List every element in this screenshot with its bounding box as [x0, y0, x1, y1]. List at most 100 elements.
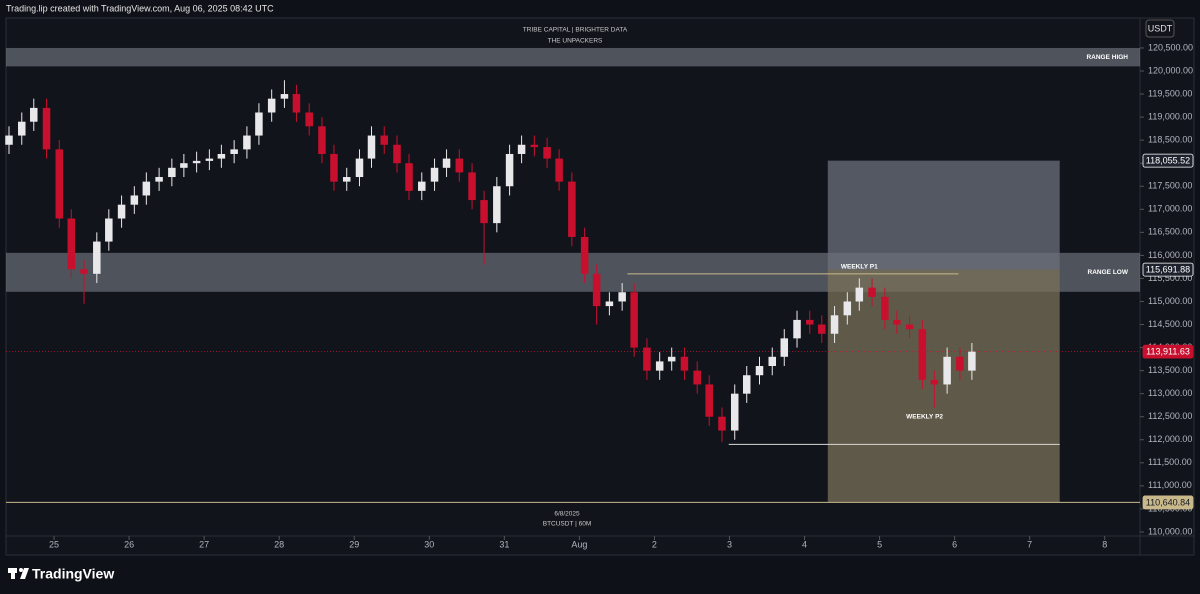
candle-body: [355, 158, 364, 178]
candle-body: [918, 329, 927, 380]
y-tick-label: 113,500.00: [1148, 365, 1192, 375]
candle-body: [130, 195, 139, 205]
symbol-label: BTCUSDT | 60M: [543, 521, 592, 528]
price-tag: [1142, 153, 1194, 168]
candle-body: [455, 158, 464, 173]
candle-body: [280, 94, 289, 99]
y-tick-label: 111,000.00: [1148, 480, 1192, 490]
chart-title: TRIBE CAPITAL | BRIGHTER DATA: [523, 27, 628, 34]
y-tick-label: 117,500.00: [1148, 181, 1192, 191]
x-tick-label: 30: [424, 539, 434, 549]
price-tag-label: 115,691.88: [1146, 264, 1190, 274]
y-tick-label: 112,000.00: [1148, 434, 1192, 444]
candle-body: [517, 144, 526, 154]
y-tick-label: 114,500.00: [1148, 319, 1192, 329]
annotation-label: WEEKLY P1: [841, 264, 878, 271]
candle-body: [480, 200, 488, 224]
y-tick-label: 113,000.00: [1148, 388, 1192, 398]
y-tick-label: 111,500.00: [1148, 457, 1192, 467]
x-tick-label: 26: [124, 539, 134, 549]
date-label: 6/8/2025: [554, 511, 580, 518]
x-tick-label: 5: [877, 539, 882, 549]
x-tick-label: 8: [1102, 539, 1107, 549]
logo-shape: [19, 568, 23, 572]
candle-body: [5, 135, 13, 145]
candle-body: [956, 356, 964, 371]
candle-body: [243, 135, 251, 150]
candle-body: [230, 149, 238, 154]
candle-body: [592, 273, 601, 307]
candle-body: [793, 319, 801, 339]
y-tick-label: 116,500.00: [1148, 227, 1192, 237]
candle-body: [806, 319, 814, 325]
candle-body: [730, 393, 739, 431]
candle-body: [430, 167, 439, 182]
candle-body: [618, 292, 626, 302]
candle-body: [755, 366, 764, 376]
candle-body: [818, 324, 826, 334]
candle-body: [555, 158, 563, 182]
y-tick-label: 120,500.00: [1148, 42, 1193, 52]
candle-body: [305, 112, 313, 127]
currency-badge[interactable]: [1145, 19, 1175, 38]
candle-body: [168, 167, 176, 178]
x-tick-label: Aug: [571, 539, 587, 549]
candle-body: [380, 135, 389, 145]
y-tick-label: 115,500.00: [1148, 273, 1192, 283]
candle-body: [768, 356, 777, 367]
candle-body: [30, 107, 38, 122]
y-tick-label: 112,500.00: [1148, 411, 1192, 421]
chart-subtitle: THE UNPACKERS: [548, 38, 603, 45]
y-tick-label: 117,000.00: [1148, 204, 1192, 214]
candle-body: [630, 292, 638, 348]
x-tick-label: 6: [952, 539, 957, 549]
candle-body: [693, 370, 701, 385]
projection-box: [827, 269, 1060, 503]
candle-body: [342, 177, 351, 182]
zone-label: RANGE HIGH: [1086, 54, 1128, 61]
candle-body: [643, 347, 651, 371]
y-tick-label: 118,500.00: [1148, 135, 1192, 145]
price-tag-label: 118,055.52: [1146, 156, 1190, 166]
candle-body: [255, 112, 263, 136]
candle-body: [105, 218, 113, 242]
x-tick-label: 28: [274, 539, 284, 549]
candle-body: [405, 163, 413, 191]
projection-box: [827, 160, 1060, 270]
candle-body: [18, 121, 26, 136]
candle-body: [93, 241, 101, 274]
price-tag: [1142, 495, 1194, 510]
candle-body: [855, 287, 864, 302]
candle-body: [530, 144, 539, 148]
candle-body: [667, 356, 676, 362]
candle-body: [943, 356, 951, 385]
header-text: Trading.lip created with TradingView.com…: [6, 3, 274, 13]
currency-label: USDT: [1148, 23, 1173, 33]
candle-body: [881, 296, 889, 320]
candle-body: [568, 181, 576, 237]
brand-logo[interactable]: TradingView: [8, 566, 114, 582]
candle-body: [580, 236, 589, 274]
candle-body: [155, 177, 163, 182]
candle-body: [705, 384, 713, 417]
candle-body: [205, 158, 214, 161]
logo-shape: [20, 568, 29, 579]
candle-body: [868, 287, 876, 297]
candle-body: [442, 158, 451, 168]
candle-body: [843, 301, 852, 316]
candle-body: [267, 98, 276, 113]
candle-body: [117, 204, 126, 219]
x-tick-label: 29: [349, 539, 359, 549]
candle-body: [42, 107, 51, 150]
price-tag-label: 113,911.63: [1146, 347, 1190, 357]
candle-body: [493, 186, 501, 224]
candle-body: [893, 319, 901, 325]
y-tick-label: 119,500.00: [1148, 88, 1192, 98]
candle-body: [217, 153, 226, 159]
candle-body: [742, 375, 751, 394]
brand-name: TradingView: [32, 566, 114, 582]
x-tick-label: 25: [49, 539, 59, 549]
y-tick-label: 120,000.00: [1148, 65, 1193, 75]
y-tick-label: 116,000.00: [1148, 250, 1192, 260]
